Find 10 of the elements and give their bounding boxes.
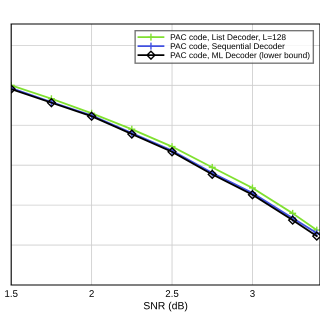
legend-label: PAC code, ML Decoder (lower bound): [170, 52, 310, 60]
x-tick-label: 1.5: [5, 290, 18, 297]
legend-label: PAC code, Sequential Decoder: [170, 43, 285, 51]
point: [312, 231, 320, 241]
x-tick-label: 2: [89, 290, 94, 297]
x-tick-label: 2.5: [166, 290, 178, 297]
point: [288, 215, 298, 225]
legend-label: PAC code, List Decoder, L=128: [170, 34, 286, 42]
x-axis-title: SNR (dB): [144, 302, 188, 312]
x-tick-label: 3: [250, 290, 255, 297]
